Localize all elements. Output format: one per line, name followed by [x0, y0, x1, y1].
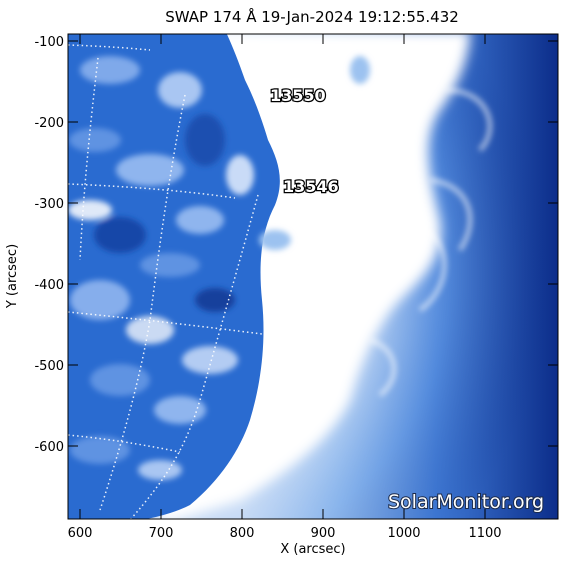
y-tick-label: -600 — [34, 440, 64, 455]
active-region-label: 13546 — [283, 177, 339, 196]
x-tick-label: 600 — [68, 526, 93, 541]
disk-texture — [68, 56, 370, 480]
x-tick-label: 700 — [149, 526, 174, 541]
x-tick-label: 800 — [230, 526, 255, 541]
y-tick-label: -100 — [34, 35, 64, 50]
y-tick-label: -500 — [34, 359, 64, 374]
y-tick-label: -300 — [34, 197, 64, 212]
image-title: SWAP 174 Å 19-Jan-2024 19:12:55.432 — [165, 7, 459, 26]
x-tick-labels: 600 700 800 900 1000 1100 — [68, 526, 502, 541]
watermark: SolarMonitor.org — [388, 491, 544, 513]
coronal-loops — [369, 87, 493, 397]
y-tick-labels: -100 -200 -300 -400 -500 -600 — [34, 35, 64, 455]
x-tick-label: 900 — [311, 526, 336, 541]
y-axis-label: Y (arcsec) — [5, 244, 20, 309]
y-tick-label: -400 — [34, 278, 64, 293]
axis-ticks — [68, 34, 558, 519]
heliographic-grid — [68, 44, 263, 519]
y-tick-label: -200 — [34, 116, 64, 131]
active-region-label: 13550 — [270, 86, 326, 105]
x-axis-label: X (arcsec) — [280, 542, 345, 557]
x-tick-label: 1000 — [387, 526, 420, 541]
plot-frame — [67, 33, 559, 520]
solar-image-plot: 13550 13546 SolarMonitor.org — [68, 34, 558, 519]
x-tick-label: 1100 — [468, 526, 501, 541]
